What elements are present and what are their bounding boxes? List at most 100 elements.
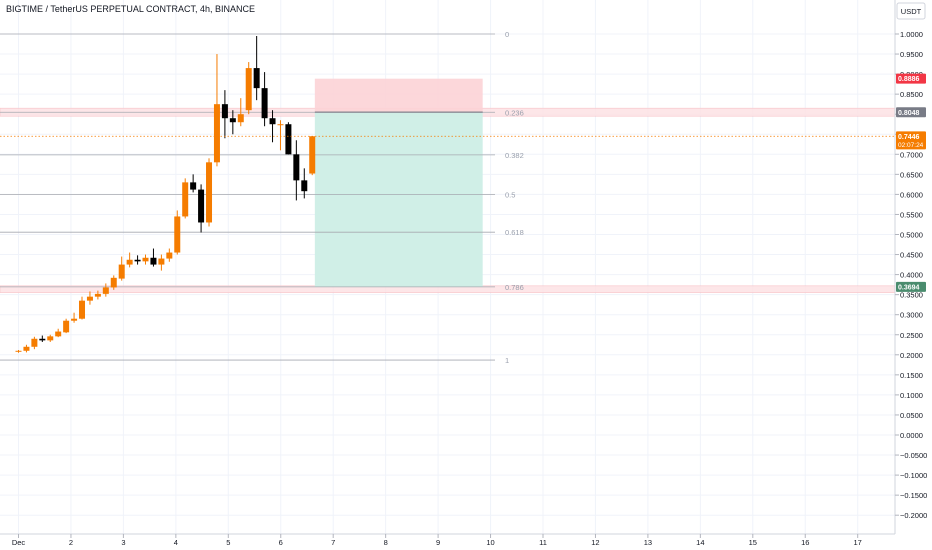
candle-body-2 xyxy=(31,338,38,347)
candle-6 xyxy=(63,318,70,334)
ytick-label-7: 0.6500 xyxy=(900,170,923,179)
candle-body-28 xyxy=(237,114,244,123)
price-badge-0: 0.8886 xyxy=(896,73,926,84)
currency-button[interactable]: USDT xyxy=(896,2,926,20)
candle-body-5 xyxy=(55,331,62,337)
ytick-label-10: 0.5000 xyxy=(900,231,923,240)
fibonacci-retracement[interactable]: 0 0.236 0.382 0.5 0.618 0.786 1 xyxy=(0,30,524,365)
fib-label-0.618: 0.618 xyxy=(505,228,524,237)
candle-8 xyxy=(79,296,86,320)
candle-body-7 xyxy=(71,318,78,321)
fib-label-0.786: 0.786 xyxy=(505,283,524,292)
candle-body-15 xyxy=(134,259,141,262)
xtick-label-13: 14 xyxy=(696,538,704,547)
ytick-label-13: 0.3500 xyxy=(900,291,923,300)
candle-body-3 xyxy=(39,338,46,341)
candle-26 xyxy=(221,90,228,139)
candle-body-1 xyxy=(23,346,30,351)
candle-body-20 xyxy=(174,216,181,253)
candle-2 xyxy=(31,336,38,350)
xtick-label-6: 7 xyxy=(331,538,335,547)
xtick-label-4: 5 xyxy=(226,538,230,547)
candle-body-13 xyxy=(118,264,125,279)
price-badge-countdown-2: 02:07:24 xyxy=(898,142,924,149)
ytick-label-23: −0.1500 xyxy=(900,491,927,500)
candle-18 xyxy=(158,254,165,271)
candle-body-19 xyxy=(166,252,173,259)
axes xyxy=(0,0,896,535)
candle-body-34 xyxy=(285,124,292,155)
ytick-label-16: 0.2000 xyxy=(900,351,923,360)
fib-label-1: 1 xyxy=(505,356,509,365)
candle-19 xyxy=(166,248,173,262)
ytick-label-21: −0.0500 xyxy=(900,451,927,460)
ytick-label-20: 0.0000 xyxy=(900,431,923,440)
candle-body-18 xyxy=(158,258,165,265)
candle-15 xyxy=(134,255,141,265)
candle-29 xyxy=(245,62,252,115)
candle-21 xyxy=(182,178,189,219)
long-short-position[interactable] xyxy=(314,78,483,287)
price-badge-bg-0 xyxy=(896,73,926,84)
xtick-label-15: 16 xyxy=(801,538,809,547)
price-badge-value-3: 0.3694 xyxy=(898,284,920,291)
candle-25 xyxy=(213,54,220,167)
xtick-label-7: 8 xyxy=(384,538,388,547)
xtick-label-16: 17 xyxy=(854,538,862,547)
candle-27 xyxy=(229,110,236,135)
ytick-label-12: 0.4000 xyxy=(900,271,923,280)
candle-20 xyxy=(174,210,181,255)
candle-body-12 xyxy=(110,277,117,288)
fib-label-0.236: 0.236 xyxy=(505,108,524,117)
currency-label: USDT xyxy=(901,7,922,16)
ytick-label-6: 0.7000 xyxy=(900,150,923,159)
xtick-label-10: 11 xyxy=(539,538,547,547)
candle-body-25 xyxy=(213,104,220,163)
ytick-label-24: −0.2000 xyxy=(900,511,927,520)
ytick-label-8: 0.6000 xyxy=(900,190,923,199)
x-axis-ticks: Dec 2 3 4 5 6 7 8 9 10 11 12 13 14 15 16 17 xyxy=(12,534,862,547)
candle-body-21 xyxy=(182,182,189,217)
price-badge-bg-1 xyxy=(896,107,926,118)
chart-title: BIGTIME / TetherUS PERPETUAL CONTRACT, 4… xyxy=(6,4,255,14)
ytick-label-17: 0.1500 xyxy=(900,371,923,380)
candles xyxy=(15,36,316,353)
candle-17 xyxy=(150,248,157,267)
candle-body-29 xyxy=(245,68,252,111)
ytick-label-19: 0.0500 xyxy=(900,411,923,420)
xtick-label-2: 3 xyxy=(121,538,125,547)
candle-34 xyxy=(285,122,292,155)
xtick-label-12: 13 xyxy=(644,538,652,547)
candle-body-24 xyxy=(206,162,213,223)
candle-36 xyxy=(301,168,308,199)
ytick-label-3: 0.8500 xyxy=(900,90,923,99)
candle-31 xyxy=(261,72,268,127)
candle-9 xyxy=(86,291,93,305)
candle-4 xyxy=(47,334,54,342)
candle-32 xyxy=(269,110,276,143)
xtick-label-8: 9 xyxy=(436,538,440,547)
candle-22 xyxy=(190,174,197,193)
candle-7 xyxy=(71,312,78,323)
candle-16 xyxy=(142,254,149,265)
candle-body-17 xyxy=(150,257,157,265)
xtick-label-1: 2 xyxy=(69,538,73,547)
price-badge-value-0: 0.8886 xyxy=(898,76,920,83)
candle-body-9 xyxy=(86,296,93,301)
ytick-label-22: −0.1000 xyxy=(900,471,927,480)
candle-24 xyxy=(206,158,213,227)
candle-10 xyxy=(94,290,101,300)
candle-body-11 xyxy=(102,287,109,294)
candle-body-31 xyxy=(261,88,268,119)
fib-label-0.5: 0.5 xyxy=(505,190,515,199)
candle-body-0 xyxy=(15,350,22,352)
candle-body-32 xyxy=(269,118,276,125)
candle-body-35 xyxy=(293,154,300,181)
candle-body-8 xyxy=(79,300,86,319)
candle-30 xyxy=(253,36,260,101)
candle-body-22 xyxy=(190,182,197,190)
candle-37 xyxy=(309,136,316,176)
candle-1 xyxy=(23,344,30,353)
